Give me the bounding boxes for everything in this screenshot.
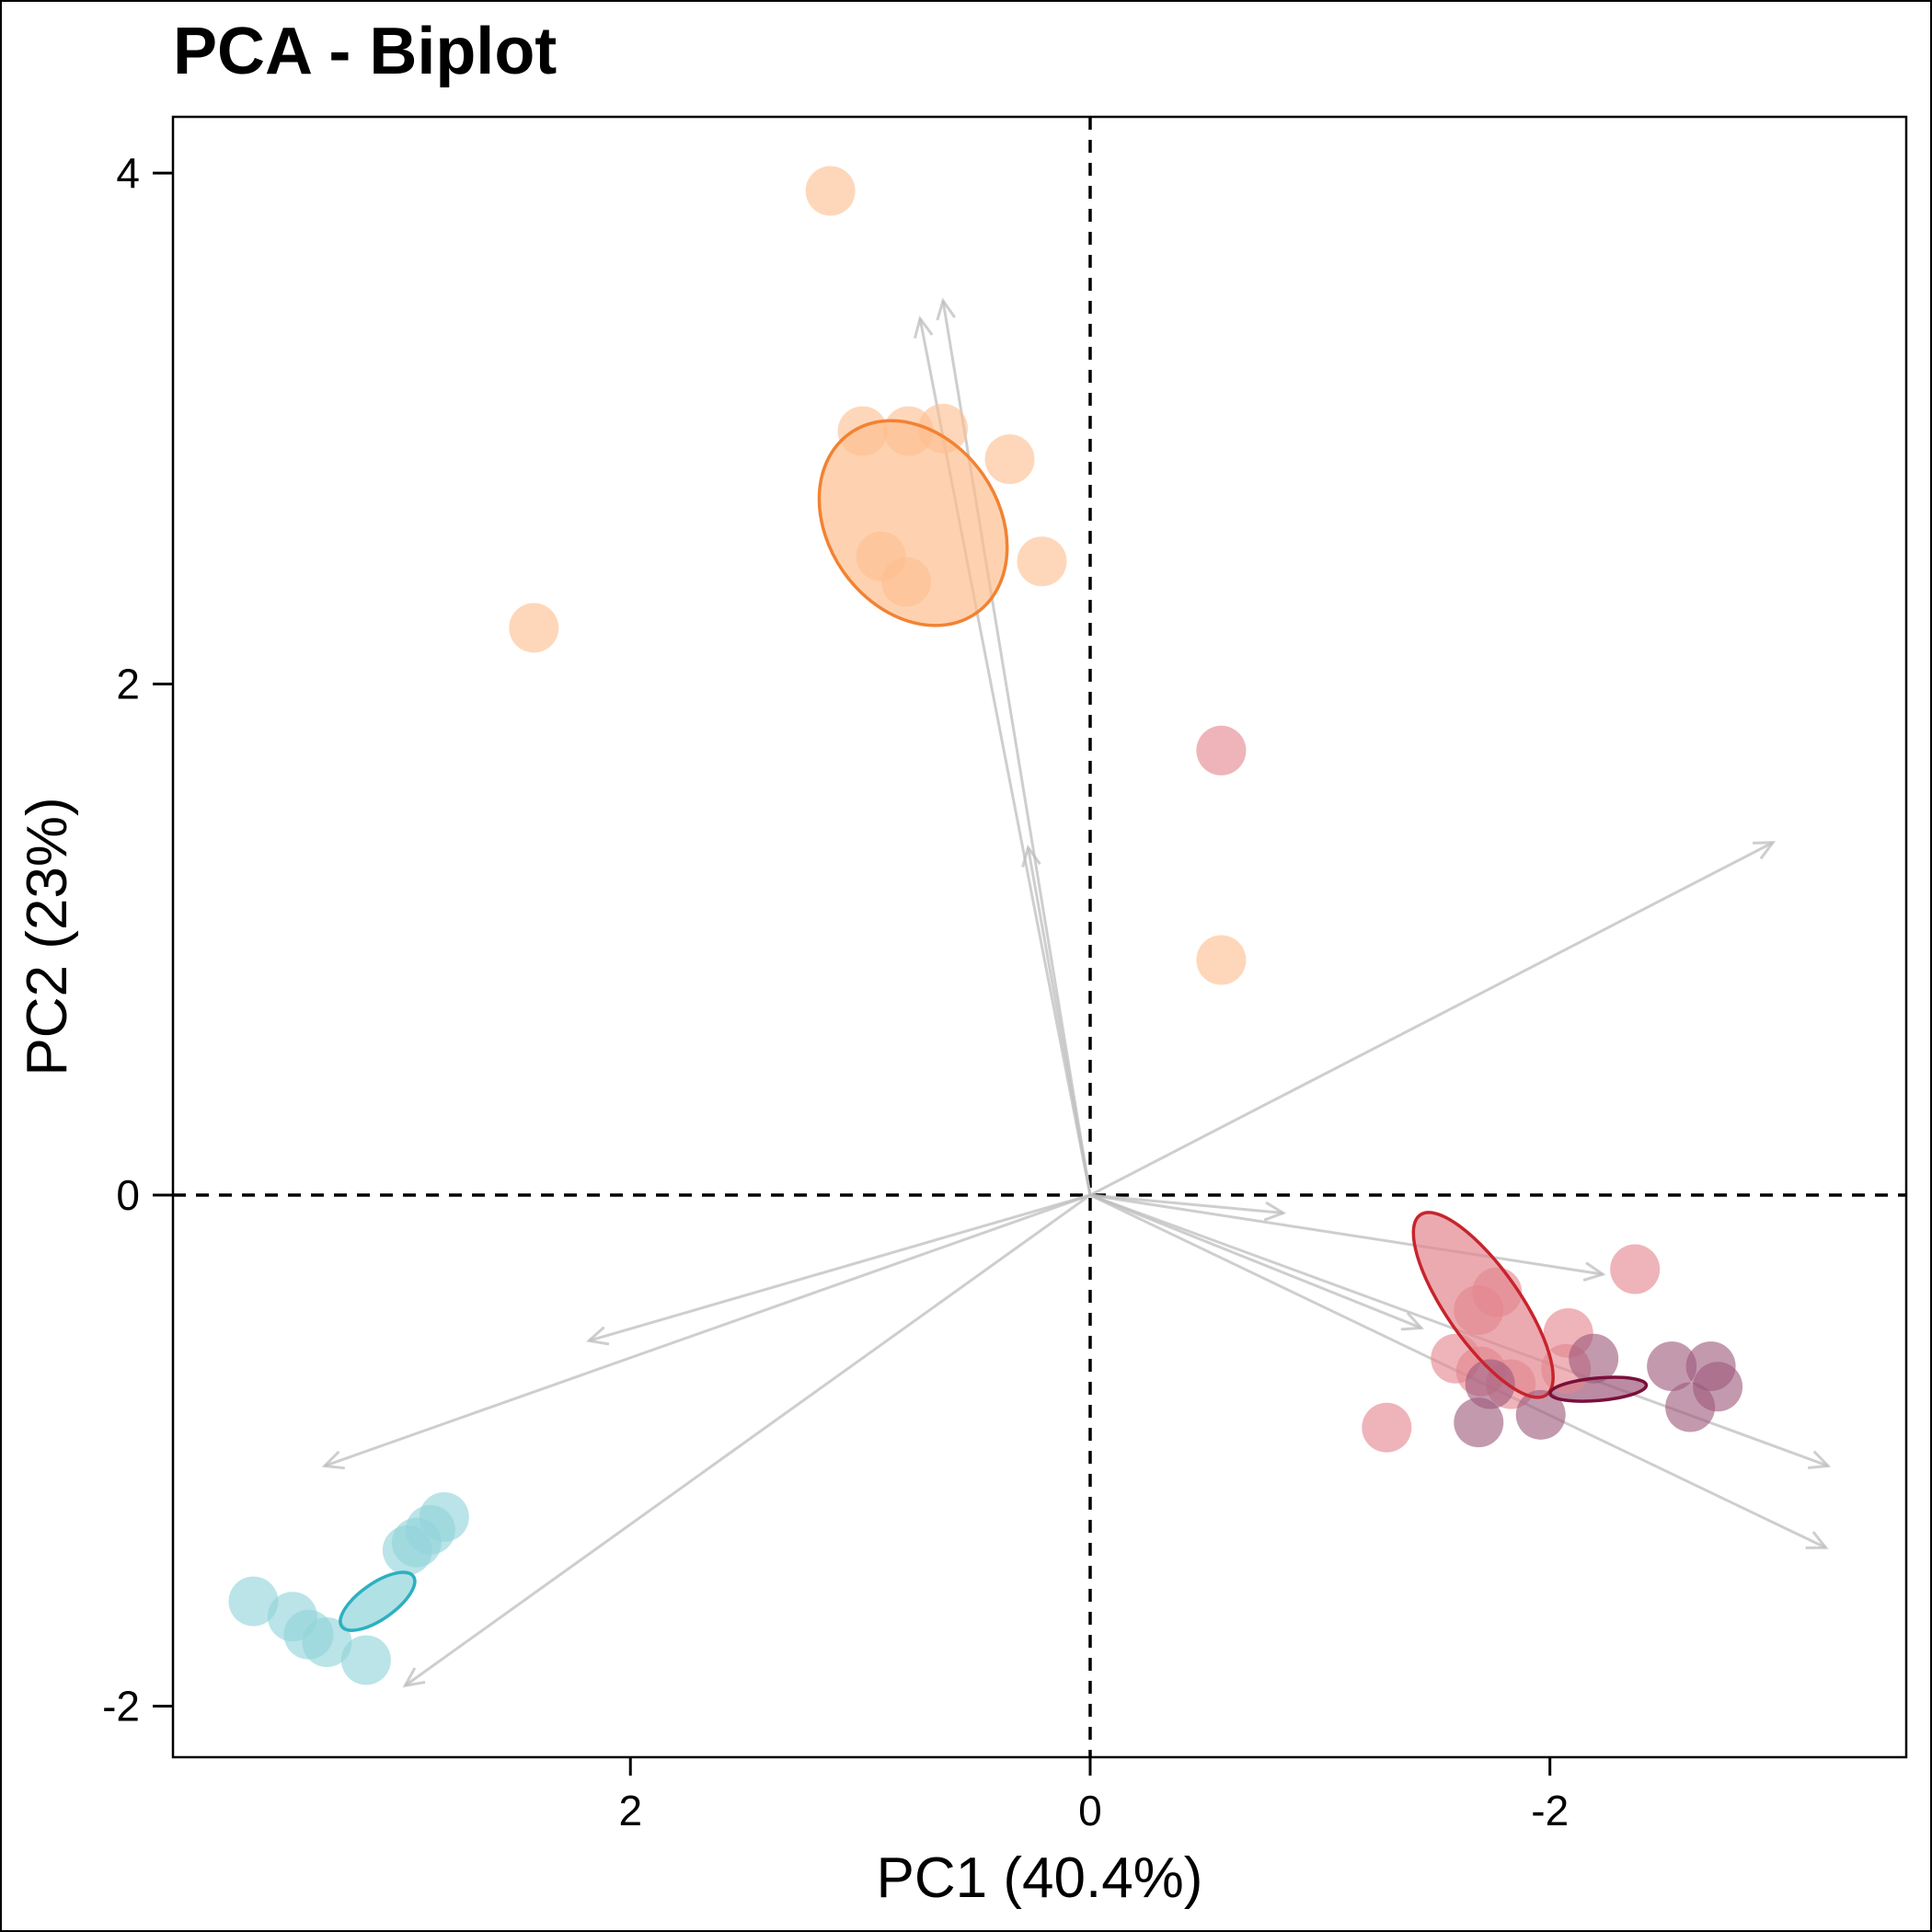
loading-arrow-head [585, 1326, 610, 1346]
data-point [1515, 1389, 1566, 1440]
chart-title: PCA - Biplot [173, 15, 557, 88]
y-tick-label: 0 [116, 1171, 140, 1219]
data-point [1196, 935, 1247, 985]
loading-arrow [402, 1193, 1091, 1688]
loading-arrow-head [321, 1450, 345, 1470]
x-tick-label: 0 [1078, 1787, 1102, 1834]
data-point [837, 406, 888, 456]
confidence-ellipse [817, 419, 1009, 627]
loading-arrow-head [913, 316, 934, 339]
loading-arrow-shaft [1089, 1193, 1422, 1329]
y-tick-label: 2 [116, 661, 140, 708]
x-tick-label: -2 [1531, 1787, 1569, 1834]
data-point [228, 1576, 279, 1627]
loading-arrow [1089, 1193, 1606, 1282]
confidence-ellipse [1411, 1211, 1555, 1399]
confidence-ellipse [1548, 1375, 1649, 1403]
y-tick-label: 4 [116, 149, 140, 197]
data-point [340, 1635, 391, 1685]
data-point [1465, 1359, 1515, 1409]
loading-arrow-head [1021, 844, 1041, 868]
loading-arrow-head [1808, 1450, 1832, 1470]
data-point [918, 403, 969, 454]
confidence-ellipse [339, 1570, 417, 1632]
y-tick-label: -2 [102, 1682, 140, 1730]
plot-panel-border [171, 115, 1908, 1759]
loading-arrow-head [402, 1667, 426, 1688]
loading-arrow-head [1400, 1312, 1424, 1331]
data-point [1017, 536, 1067, 587]
loading-arrow-head [1582, 1261, 1606, 1282]
data-point [509, 603, 559, 653]
data-point [1610, 1244, 1661, 1294]
y-axis-label: PC2 (23%) [16, 797, 79, 1075]
data-point [302, 1617, 352, 1668]
loading-arrow [321, 1193, 1091, 1470]
loading-arrow [1089, 1193, 1287, 1222]
loading-arrow [1089, 841, 1777, 1197]
confidence-ellipse-fill [339, 1572, 415, 1631]
loading-arrow-shaft [1089, 1193, 1604, 1276]
loading-arrow-head [1805, 1531, 1829, 1549]
loading-arrow-shaft [404, 1193, 1091, 1687]
loading-arrow [1089, 1193, 1424, 1331]
loading-arrow [585, 1193, 1091, 1346]
loading-arrow-head [1263, 1201, 1287, 1222]
data-point [382, 1525, 432, 1576]
data-point [1362, 1402, 1412, 1453]
loading-arrow [936, 297, 1092, 1196]
data-point [984, 434, 1035, 485]
data-point [1569, 1333, 1619, 1384]
loading-arrow-shaft [1027, 847, 1092, 1196]
loading-arrow [1021, 844, 1092, 1196]
data-point [1454, 1397, 1504, 1448]
data-point [1196, 725, 1247, 776]
data-point [881, 557, 932, 607]
data-point [1454, 1284, 1504, 1335]
loading-arrow-shaft [1089, 841, 1774, 1197]
loading-arrow-head [936, 297, 956, 321]
loading-arrow-shaft [1089, 1193, 1283, 1214]
data-point [805, 166, 856, 216]
data-point [1665, 1382, 1716, 1432]
x-axis-label: PC1 (40.4%) [877, 1846, 1203, 1910]
loading-arrow-head [1753, 841, 1777, 860]
loading-arrow-shaft [941, 300, 1092, 1196]
x-tick-label: 2 [618, 1787, 642, 1834]
loading-arrow-shaft [324, 1193, 1091, 1467]
data-point [1647, 1341, 1697, 1392]
loading-arrow-shaft [588, 1193, 1091, 1342]
